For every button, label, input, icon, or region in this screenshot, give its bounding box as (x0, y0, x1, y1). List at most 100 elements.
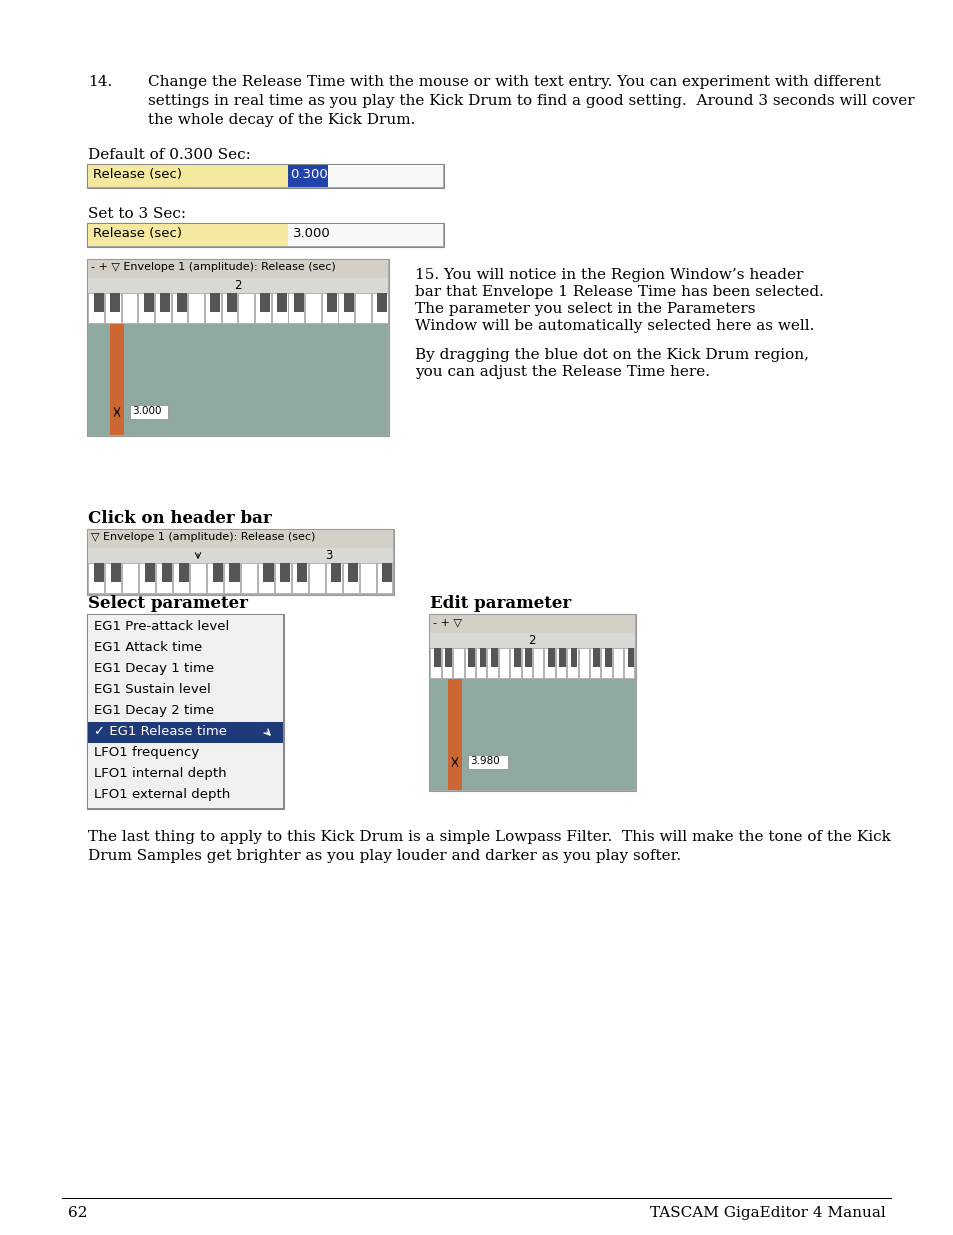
Bar (297, 563, 307, 582)
Bar (430, 647, 635, 679)
Bar (88, 278, 388, 291)
Text: 2: 2 (234, 279, 241, 291)
Bar (88, 548, 393, 562)
Bar (430, 648, 440, 678)
Bar (257, 563, 274, 593)
Text: EG1 Decay 1 time: EG1 Decay 1 time (94, 662, 213, 676)
Text: Release (sec): Release (sec) (92, 168, 182, 182)
Bar (88, 224, 288, 246)
Bar (88, 530, 393, 548)
Bar (260, 293, 271, 311)
Bar (178, 563, 189, 582)
Bar (105, 293, 121, 324)
Bar (160, 293, 171, 311)
Bar (600, 648, 611, 678)
Bar (155, 293, 171, 324)
Text: bar that Envelope 1 Release Time has been selected.: bar that Envelope 1 Release Time has bee… (415, 285, 823, 299)
Bar (479, 648, 486, 667)
Bar (325, 563, 341, 593)
Bar (487, 648, 497, 678)
Text: 14.: 14. (88, 75, 112, 89)
Text: The parameter you select in the Parameters: The parameter you select in the Paramete… (415, 303, 755, 316)
Bar (448, 679, 461, 790)
Bar (441, 648, 452, 678)
Text: EG1 Sustain level: EG1 Sustain level (94, 683, 211, 697)
Bar (544, 648, 555, 678)
Text: 0.300: 0.300 (290, 168, 328, 182)
Bar (288, 165, 328, 186)
Text: 3.000: 3.000 (293, 227, 331, 240)
Bar (88, 324, 388, 435)
Bar (533, 648, 543, 678)
Bar (190, 563, 206, 593)
Text: - + ▽: - + ▽ (433, 618, 461, 627)
Bar (89, 293, 104, 324)
Bar (445, 648, 452, 667)
Text: - + ▽ Envelope 1 (amplitude): Release (sec): - + ▽ Envelope 1 (amplitude): Release (s… (91, 262, 335, 272)
Bar (130, 405, 168, 419)
Bar (88, 722, 283, 743)
Bar (288, 293, 304, 324)
Bar (272, 293, 287, 324)
Bar (288, 224, 442, 246)
Bar (567, 648, 577, 678)
Bar (139, 563, 155, 593)
Bar (429, 614, 636, 790)
Bar (381, 563, 392, 582)
Text: EG1 Decay 2 time: EG1 Decay 2 time (94, 704, 213, 718)
Bar (476, 648, 486, 678)
Bar (305, 293, 320, 324)
Bar (111, 293, 120, 311)
Bar (122, 293, 137, 324)
Bar (93, 563, 104, 582)
Bar (173, 563, 189, 593)
Bar (342, 563, 358, 593)
Bar (224, 563, 240, 593)
Bar (612, 648, 622, 678)
Text: Set to 3 Sec:: Set to 3 Sec: (88, 207, 186, 221)
Text: The last thing to apply to this Kick Drum is a simple Lowpass Filter.  This will: The last thing to apply to this Kick Dru… (88, 830, 890, 844)
Bar (604, 648, 611, 667)
Bar (144, 293, 153, 311)
Text: settings in real time as you play the Kick Drum to find a good setting.  Around : settings in real time as you play the Ki… (148, 94, 914, 107)
Text: Release (sec): Release (sec) (92, 227, 182, 240)
Bar (277, 293, 287, 311)
Bar (348, 563, 358, 582)
Bar (343, 293, 354, 311)
Bar (556, 648, 565, 678)
Bar (491, 648, 497, 667)
Bar (430, 615, 635, 634)
Bar (593, 648, 599, 667)
Text: Drum Samples get brighter as you play louder and darker as you play softer.: Drum Samples get brighter as you play lo… (88, 848, 680, 863)
Bar (87, 164, 443, 188)
Bar (570, 648, 577, 667)
Bar (359, 563, 375, 593)
Text: LFO1 external depth: LFO1 external depth (94, 788, 230, 802)
Bar (321, 293, 337, 324)
Text: TASCAM GigaEditor 4 Manual: TASCAM GigaEditor 4 Manual (650, 1207, 885, 1220)
Text: By dragging the blue dot on the Kick Drum region,: By dragging the blue dot on the Kick Dru… (415, 348, 808, 362)
Bar (338, 293, 354, 324)
Bar (88, 261, 388, 278)
Bar (254, 293, 271, 324)
Bar (263, 563, 274, 582)
Bar (510, 648, 520, 678)
Text: 62: 62 (68, 1207, 88, 1220)
Bar (111, 563, 121, 582)
Bar (288, 165, 442, 186)
Bar (376, 563, 392, 593)
Bar (211, 293, 220, 311)
Bar (376, 293, 387, 311)
Bar (138, 293, 154, 324)
Bar (213, 563, 222, 582)
Bar (162, 563, 172, 582)
Bar (498, 648, 509, 678)
Bar (309, 563, 324, 593)
Bar (280, 563, 290, 582)
Bar (331, 563, 341, 582)
Bar (468, 648, 475, 667)
Bar (513, 648, 520, 667)
Bar (230, 563, 239, 582)
Bar (627, 648, 634, 667)
Bar (88, 615, 283, 808)
